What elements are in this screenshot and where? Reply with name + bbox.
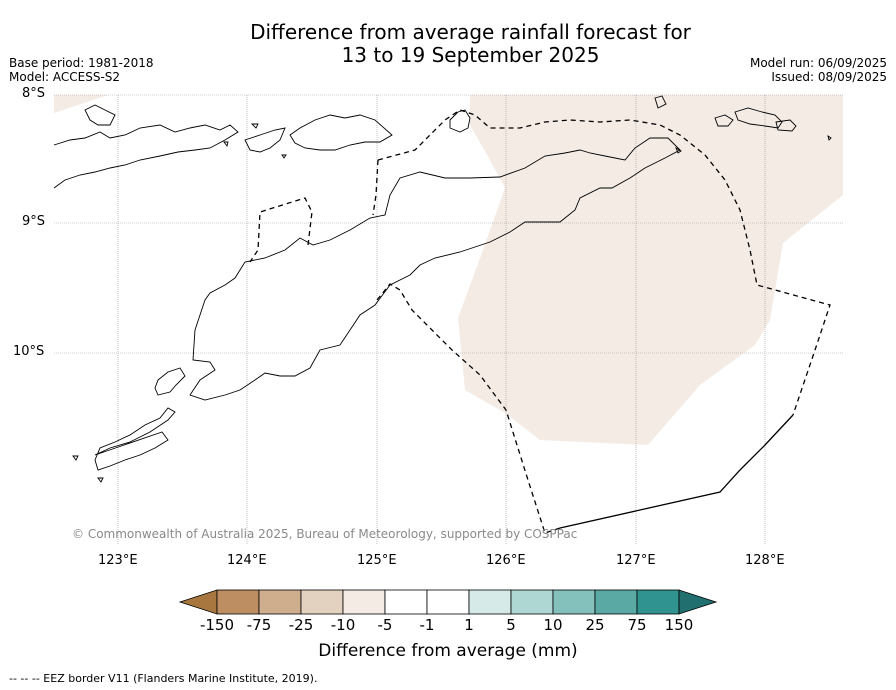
lon-label-124e: 124°E	[227, 553, 267, 568]
eez-border-west-spur	[372, 159, 379, 216]
colorbar-title: Difference from average (mm)	[318, 641, 578, 661]
colorbar-tick-9: 10	[543, 616, 563, 634]
colorbar-tick-3: -25	[288, 616, 314, 634]
model-run: Model run: 06/09/2025	[749, 56, 887, 70]
colorbar-tick-12: 150	[664, 616, 694, 634]
colorbar-bin-6	[426, 589, 470, 615]
lon-label-128e: 128°E	[745, 553, 785, 568]
colorbar-tick-6: -1	[419, 616, 435, 634]
colorbar-bin-4	[342, 589, 386, 615]
chart-title-line1: Difference from average rainfall forecas…	[250, 20, 691, 44]
alor-pantar-islands	[289, 114, 393, 151]
colorbar-tick-2: -75	[246, 616, 272, 634]
anomaly-area-west	[54, 95, 108, 113]
ndao-islet	[97, 477, 104, 483]
model-name: Model: ACCESS-S2	[9, 70, 121, 84]
sawu-island	[94, 407, 176, 471]
flores-island	[53, 124, 239, 189]
colorbar-bin-11	[636, 589, 680, 615]
colorbar-tick-4: -10	[330, 616, 356, 634]
small-islet-west-c	[281, 154, 287, 159]
issued-date: Issued: 08/09/2025	[771, 70, 887, 84]
copyright-notice: © Commonwealth of Australia 2025, Bureau…	[72, 527, 578, 541]
colorbar-extend-low	[178, 589, 218, 615]
colorbar-bin-10	[594, 589, 638, 615]
leti-island	[734, 107, 783, 129]
small-islet-west-a	[223, 141, 229, 148]
lat-label-9s: 9°S	[22, 214, 46, 229]
colorbar-bin-3	[300, 589, 344, 615]
colorbar-bin-7	[468, 589, 512, 615]
meta-right: Model run: 06/09/2025 Issued: 08/09/2025	[750, 56, 887, 84]
lon-label-123e: 123°E	[98, 553, 138, 568]
lat-label-10s: 10°S	[13, 344, 45, 359]
moa-islet	[775, 119, 797, 132]
small-islet-west-b	[250, 123, 259, 129]
eez-border-solid-segment	[559, 414, 794, 529]
colorbar-bin-5	[384, 589, 428, 615]
lon-label-125e: 125°E	[357, 553, 397, 568]
coastlines	[53, 95, 832, 483]
small-islet-east	[827, 134, 832, 141]
colorbar-tick-11: 75	[627, 616, 647, 634]
colorbar-tick-8: 5	[506, 616, 516, 634]
eez-border-oecusse	[249, 197, 313, 263]
colorbar-bin-2	[258, 589, 302, 615]
lon-label-127e: 127°E	[616, 553, 656, 568]
anomaly-area-main	[458, 95, 843, 445]
colorbar-tick-1: -150	[199, 616, 235, 634]
base-period: Base period: 1981-2018	[9, 56, 154, 70]
colorbar-bin-8	[510, 589, 554, 615]
colorbar-extend-high	[678, 589, 718, 615]
rote-island	[154, 367, 186, 396]
adonara-islet	[84, 104, 116, 126]
colorbar	[178, 589, 718, 615]
lat-label-8s: 8°S	[22, 86, 46, 101]
lembata-islet	[244, 127, 286, 153]
meta-left: Base period: 1981-2018 Model: ACCESS-S2	[9, 56, 154, 84]
graticule	[54, 94, 843, 545]
eez-border-south	[376, 283, 561, 534]
lon-label-126e: 126°E	[486, 553, 526, 568]
colorbar-bin-9	[552, 589, 596, 615]
colorbar-tick-7: 1	[464, 616, 474, 634]
eez-legend-note: -- -- -- EEZ border V11 (Flanders Marine…	[9, 672, 318, 685]
colorbar-bin-1	[216, 589, 260, 615]
liran-islet	[654, 95, 667, 109]
colorbar-tick-10: 25	[585, 616, 605, 634]
eez-borders	[249, 109, 831, 534]
wetar-island	[449, 109, 471, 133]
raijua-islet	[72, 455, 79, 461]
colorbar-tick-5: -5	[377, 616, 393, 634]
kisar-islet	[714, 114, 734, 127]
timor-island	[189, 137, 681, 401]
chart-title-line2: 13 to 19 September 2025	[341, 43, 600, 67]
atauro-islet	[675, 146, 682, 154]
